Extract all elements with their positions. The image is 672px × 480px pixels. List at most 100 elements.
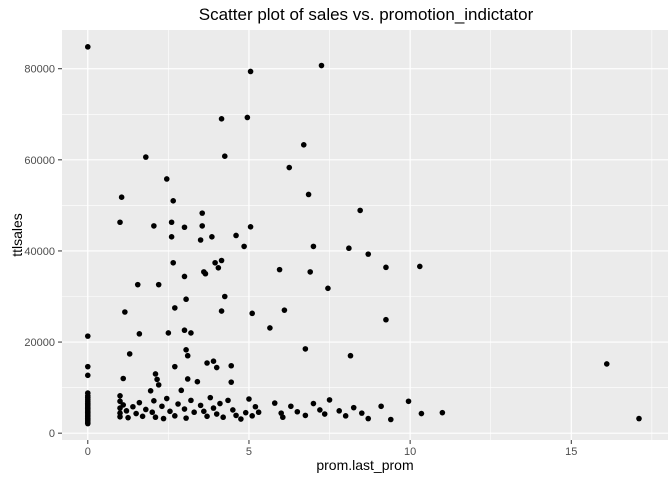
data-point <box>122 309 128 315</box>
data-point <box>233 412 239 419</box>
data-point <box>149 409 156 416</box>
data-point <box>288 403 294 410</box>
data-point <box>276 266 283 273</box>
data-point <box>143 406 149 413</box>
data-point <box>218 257 225 264</box>
x-axis-title: prom.last_prom <box>316 457 413 473</box>
data-point <box>197 402 204 409</box>
data-point <box>147 388 154 394</box>
data-point <box>120 402 127 408</box>
data-point <box>204 360 210 366</box>
data-point <box>155 281 162 288</box>
data-point <box>387 416 394 423</box>
data-point <box>302 412 309 419</box>
data-point <box>123 408 130 414</box>
data-point <box>326 397 333 403</box>
data-point <box>136 399 143 406</box>
data-point <box>175 401 181 407</box>
data-point <box>378 403 384 410</box>
y-tick-label: 0 <box>49 428 55 440</box>
data-point <box>383 316 389 323</box>
data-point <box>302 346 309 352</box>
data-point <box>210 358 217 364</box>
data-point <box>165 330 172 336</box>
data-point <box>181 273 188 280</box>
x-axis-ticks: 0 5 10 15 <box>85 440 577 458</box>
data-point <box>183 415 189 421</box>
data-point <box>218 308 225 314</box>
data-point <box>136 331 143 337</box>
data-point <box>636 415 642 422</box>
data-point <box>228 362 235 369</box>
data-point <box>134 281 141 288</box>
data-point <box>346 245 352 252</box>
data-point <box>191 409 197 416</box>
data-point <box>255 409 262 416</box>
data-point <box>228 379 235 385</box>
data-point <box>168 219 175 226</box>
data-point <box>281 307 288 313</box>
data-point <box>170 198 177 204</box>
data-point <box>439 409 446 416</box>
data-point <box>181 406 188 412</box>
data-point <box>336 408 343 414</box>
data-point <box>151 223 157 229</box>
data-point <box>247 224 254 230</box>
data-point <box>221 153 228 159</box>
data-point <box>321 411 328 417</box>
data-point <box>357 207 363 214</box>
data-point <box>172 363 178 370</box>
x-tick-label: 10 <box>404 446 416 458</box>
y-tick-label: 60000 <box>24 155 55 167</box>
data-point <box>84 420 91 427</box>
data-point <box>365 415 372 422</box>
data-point <box>125 414 131 421</box>
data-point <box>154 376 160 383</box>
data-point <box>418 410 425 417</box>
y-tick-label: 40000 <box>24 246 55 258</box>
data-point <box>233 232 239 239</box>
data-point <box>201 408 207 415</box>
data-point <box>199 223 206 229</box>
data-point <box>117 413 123 420</box>
data-point <box>221 293 228 300</box>
data-point <box>271 400 278 406</box>
data-point <box>183 296 189 303</box>
x-tick-label: 5 <box>246 446 252 458</box>
data-point <box>163 176 170 182</box>
data-point <box>230 407 236 413</box>
data-point <box>241 243 247 250</box>
data-point <box>249 413 255 419</box>
data-point <box>317 407 323 413</box>
data-point <box>267 325 273 331</box>
data-point <box>172 305 178 311</box>
data-point <box>238 416 244 422</box>
data-point <box>130 403 136 410</box>
data-point <box>244 114 251 121</box>
data-point <box>120 375 127 382</box>
data-point <box>213 364 220 371</box>
data-point <box>167 408 173 415</box>
data-point <box>210 405 217 411</box>
data-point <box>194 378 201 385</box>
data-point <box>139 413 146 420</box>
data-point <box>325 285 331 292</box>
x-tick-label: 15 <box>565 446 577 458</box>
data-point <box>220 414 226 421</box>
data-point <box>168 234 175 240</box>
data-point <box>178 387 185 394</box>
data-point <box>310 400 317 407</box>
data-point <box>405 398 412 405</box>
data-point <box>143 154 149 160</box>
data-point <box>155 382 162 388</box>
x-tick-label: 0 <box>85 446 91 458</box>
data-point <box>172 413 178 419</box>
data-point <box>160 415 167 422</box>
data-point <box>417 263 423 270</box>
data-point <box>383 264 389 271</box>
data-point <box>603 361 610 367</box>
data-points <box>84 44 642 427</box>
data-point <box>246 396 252 402</box>
data-point <box>199 210 206 216</box>
